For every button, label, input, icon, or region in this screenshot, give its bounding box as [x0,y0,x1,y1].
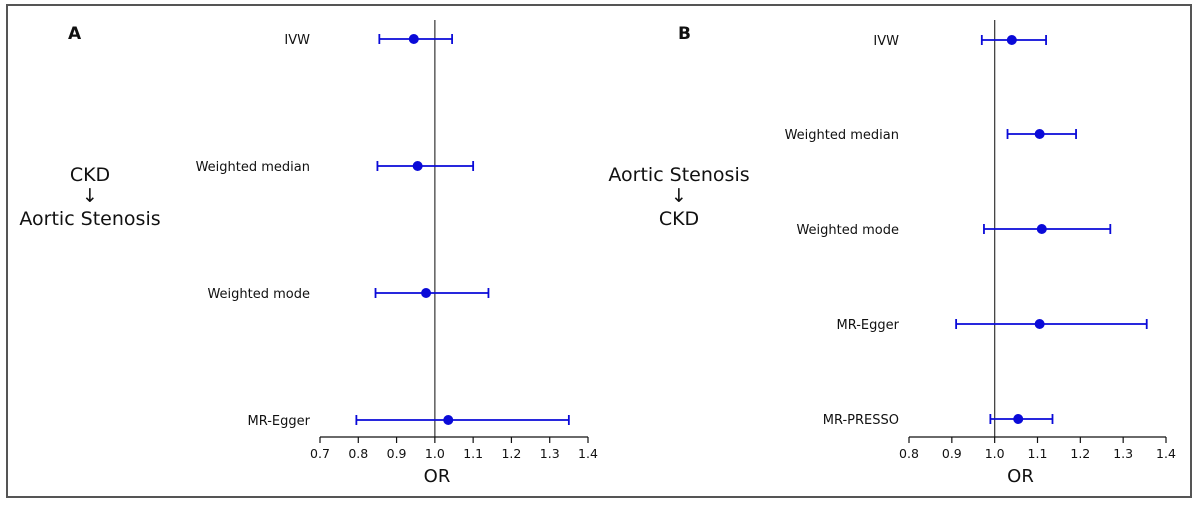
panel-a-x-tick-label: 0.7 [310,446,330,461]
panel-a-direction-label-1: CKD [70,164,110,186]
panel-a-direction-label-2: ↓ [82,185,98,207]
panel-a-x-tick-label: 1.1 [463,446,483,461]
panel-a-row-label-weighted-mode: Weighted mode [207,287,310,302]
panel-b-direction-label-2: ↓ [671,185,687,207]
panel-a-x-tick-label: 1.3 [540,446,560,461]
panel-b-x-tick-label: 1.3 [1113,446,1133,461]
panel-a-point-estimate-ivw [408,34,419,44]
figure-frame [6,4,1192,498]
panel-b-direction-label-1: Aortic Stenosis [608,164,749,186]
panel-b-direction-label-3: CKD [659,208,699,230]
panel-a-x-tick-label: 0.8 [348,446,368,461]
panel-b-point-estimate-ivw [1006,35,1017,45]
panel-b-point-estimate-weighted-mode [1036,224,1047,234]
panel-a-letter: A [68,24,82,44]
panel-b-row-label-weighted-median: Weighted median [785,128,899,143]
panel-b-row-label-mr-egger: MR-Egger [837,318,900,333]
panel-a-x-tick-label: 1.4 [578,446,598,461]
panel-b-point-estimate-weighted-median [1034,129,1045,139]
panel-b-x-tick-label: 1.1 [1028,446,1048,461]
panel-b-letter: B [678,24,691,44]
panel-b-x-axis-title: OR [1007,466,1034,487]
panel-a-point-estimate-weighted-median [412,161,423,171]
panel-b-x-tick-label: 0.8 [899,446,919,461]
panel-b-point-estimate-mr-presso [1013,414,1024,424]
panel-a-point-estimate-weighted-mode [421,288,432,298]
panel-a-x-tick-label: 1.2 [501,446,521,461]
panel-a-x-tick-label: 1.0 [425,446,445,461]
panel-a-direction-label-3: Aortic Stenosis [19,208,160,230]
panel-b-row-label-ivw: IVW [873,34,899,49]
panel-b-x-tick-label: 1.0 [985,446,1005,461]
panel-a-row-label-mr-egger: MR-Egger [248,414,311,429]
panel-b-x-tick-label: 0.9 [942,446,962,461]
panel-a-row-label-ivw: IVW [284,33,310,48]
panel-a-point-estimate-mr-egger [443,415,454,425]
panel-a-x-tick-label: 0.9 [387,446,407,461]
panel-b-x-tick-label: 1.4 [1156,446,1176,461]
panel-b-x-tick-label: 1.2 [1070,446,1090,461]
panel-b-row-label-weighted-mode: Weighted mode [796,223,899,238]
panel-b-point-estimate-mr-egger [1034,319,1045,329]
panel-b-row-label-mr-presso: MR-PRESSO [823,413,899,428]
panel-a-x-axis-title: OR [424,466,451,487]
panel-a-row-label-weighted-median: Weighted median [196,160,310,175]
